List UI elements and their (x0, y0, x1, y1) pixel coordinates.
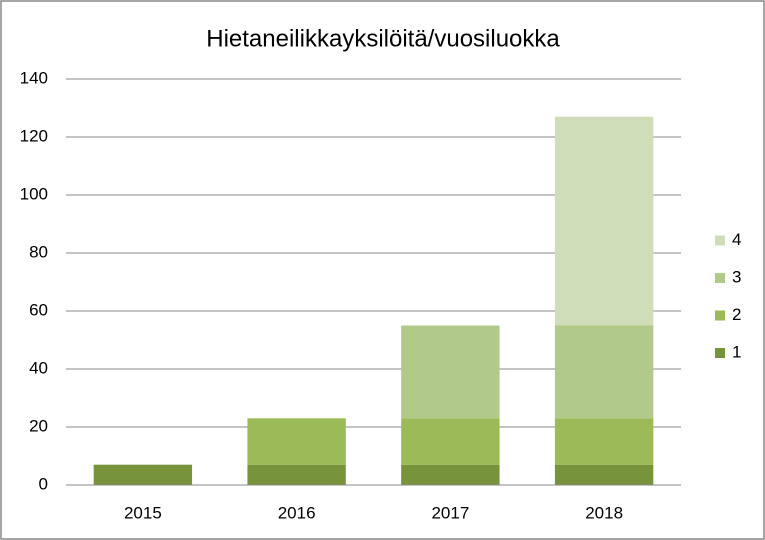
bar-segment (554, 116, 654, 326)
y-tick-label: 100 (20, 184, 48, 203)
bar-segment (93, 464, 193, 485)
bar-segment (554, 464, 654, 485)
legend-label: 2 (732, 305, 741, 324)
y-tick-label: 40 (29, 358, 48, 377)
x-tick-label: 2017 (431, 503, 469, 522)
x-tick-label: 2015 (124, 503, 162, 522)
y-tick-label: 60 (29, 300, 48, 319)
bar-segment (401, 464, 500, 485)
legend-label: 1 (732, 342, 741, 361)
legend-swatch (715, 348, 725, 358)
legend-swatch (715, 310, 725, 321)
bar-segment (554, 418, 654, 465)
y-tick-label: 20 (29, 416, 48, 435)
bar-segment (247, 464, 346, 485)
y-tick-label: 140 (20, 68, 48, 87)
chart-title: Hietaneilikkayksilöitä/vuosiluokka (206, 25, 560, 52)
y-tick-label: 80 (29, 242, 48, 261)
x-tick-label: 2018 (585, 503, 623, 522)
bar-segment (401, 325, 500, 419)
y-tick-label: 120 (20, 126, 48, 145)
y-tick-label: 0 (39, 474, 48, 493)
bar-segment (247, 418, 346, 465)
x-tick-label: 2016 (278, 503, 316, 522)
bar-segment (401, 418, 500, 465)
legend-label: 3 (732, 267, 741, 286)
legend-swatch (715, 235, 725, 246)
bar-segment (554, 325, 654, 419)
legend-swatch (715, 273, 725, 283)
legend-label: 4 (732, 230, 741, 249)
